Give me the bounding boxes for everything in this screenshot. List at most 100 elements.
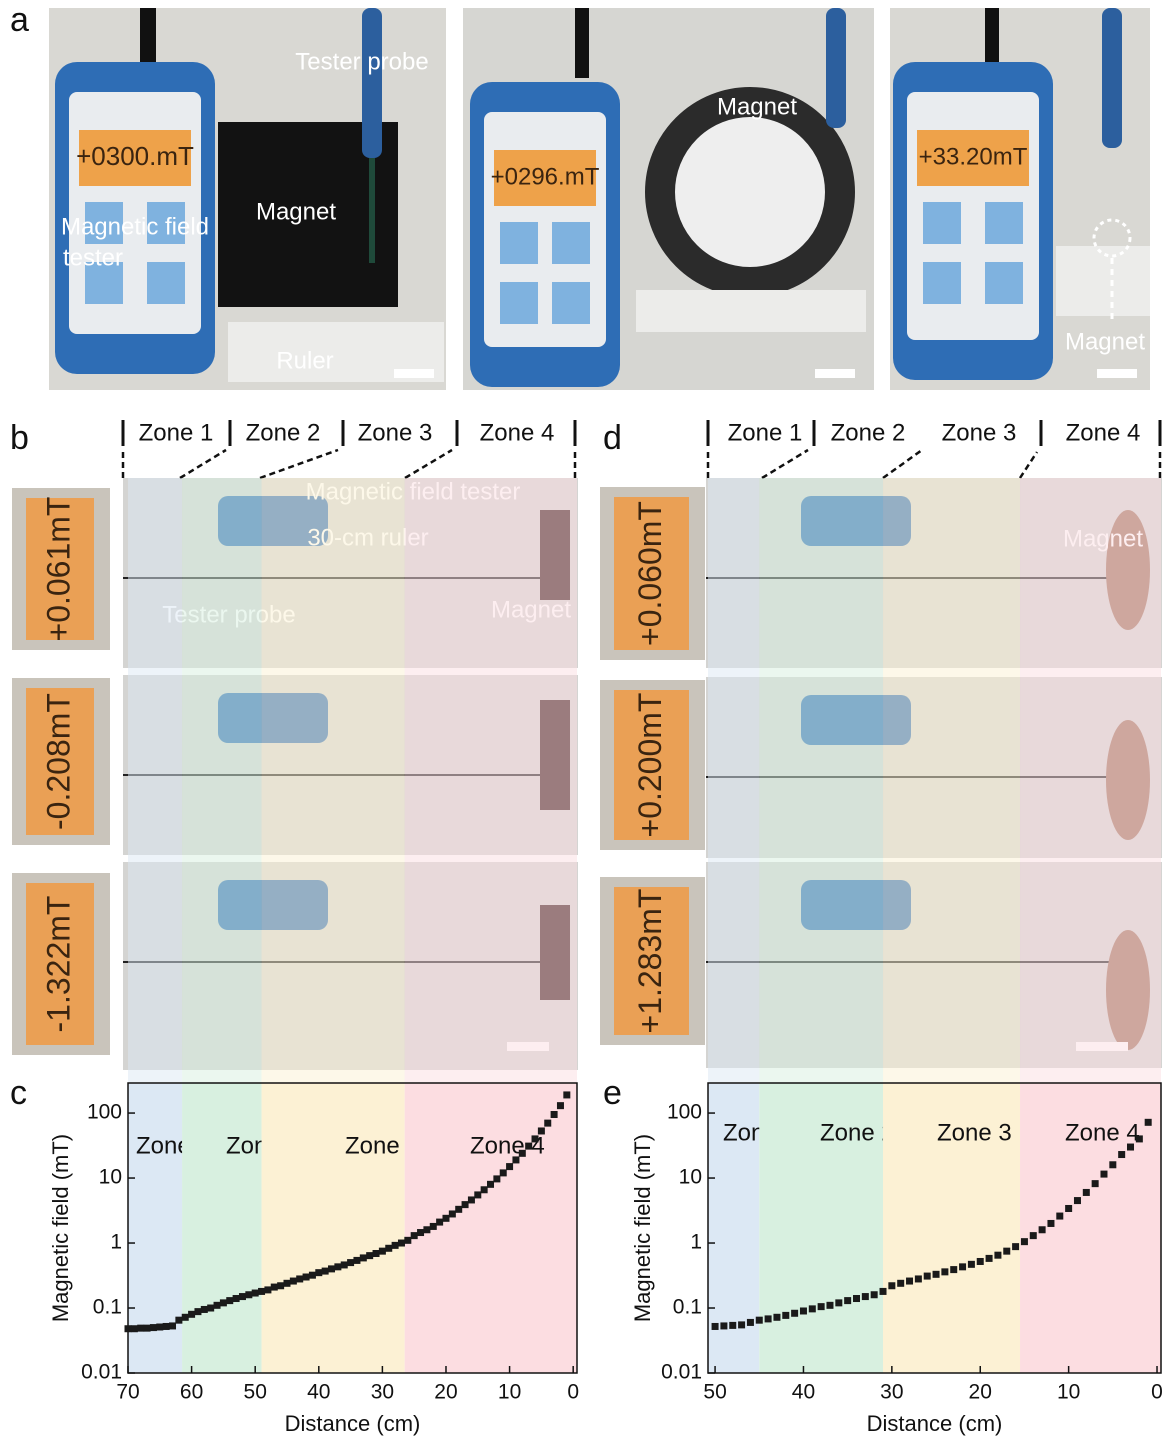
gauge-button (500, 222, 538, 264)
y-tick-label: 0.01 (661, 1361, 702, 1384)
gauge-reading: +0.060mT (632, 501, 668, 646)
data-point (906, 1278, 913, 1285)
zone-overlay (708, 478, 759, 1083)
data-point (915, 1275, 922, 1282)
y-tick-label: 100 (87, 1101, 122, 1124)
data-point (366, 1252, 373, 1259)
data-point (1083, 1189, 1090, 1196)
zone-header: Zone 2 (831, 419, 906, 446)
x-tick-label: 30 (371, 1381, 394, 1404)
gauge-reading: +0.061mT (40, 497, 76, 642)
zone-header: Zone 1 (139, 419, 214, 446)
data-point (1092, 1180, 1099, 1187)
data-point (862, 1293, 869, 1300)
data-point (525, 1143, 532, 1150)
scale-bar (1097, 369, 1137, 378)
data-point (163, 1323, 170, 1330)
data-point (880, 1288, 887, 1295)
zone-overlay (182, 478, 261, 1083)
gauge-button (923, 202, 961, 244)
data-point (385, 1245, 392, 1252)
zone-label: Zone 4 (1065, 1119, 1140, 1146)
data-point (1056, 1213, 1063, 1220)
data-point (214, 1302, 221, 1309)
data-point (1136, 1135, 1143, 1142)
cable (575, 8, 589, 78)
data-point (712, 1323, 719, 1330)
x-axis-label: Distance (cm) (285, 1411, 421, 1436)
zone-header: Zone 3 (358, 419, 433, 446)
y-tick-label: 10 (99, 1166, 122, 1189)
data-point (487, 1181, 494, 1188)
data-point (1030, 1232, 1037, 1239)
x-tick-label: 10 (1057, 1381, 1080, 1404)
data-point (207, 1305, 214, 1312)
y-tick-label: 1 (690, 1231, 702, 1254)
data-point (544, 1120, 551, 1127)
gauge-button (923, 262, 961, 304)
data-point (924, 1273, 931, 1280)
zone-overlay (405, 478, 577, 1083)
gauge-reading: +0.200mT (632, 693, 668, 838)
data-point (455, 1206, 462, 1213)
data-point (500, 1169, 507, 1176)
zone-arrow (405, 450, 452, 478)
x-tick-label: 70 (116, 1381, 139, 1404)
data-point (131, 1325, 138, 1332)
zone-header: Zone 4 (1066, 419, 1141, 446)
data-point (169, 1322, 176, 1329)
data-point (835, 1299, 842, 1306)
data-point (897, 1280, 904, 1287)
panel-letter: e (603, 1074, 622, 1112)
data-point (773, 1314, 780, 1321)
data-point (563, 1091, 570, 1098)
y-tick-label: 1 (110, 1231, 122, 1254)
zone-arrow (762, 450, 808, 478)
data-point (933, 1271, 940, 1278)
data-point (303, 1274, 310, 1281)
scale-bar (394, 369, 434, 378)
photo-label: Tester probe (295, 48, 428, 75)
x-tick-label: 10 (498, 1381, 521, 1404)
x-tick-label: 50 (244, 1381, 267, 1404)
photo-label: Magnet (256, 198, 336, 225)
data-point (1021, 1238, 1028, 1245)
scale-bar (815, 369, 855, 378)
data-point (252, 1290, 259, 1297)
photo-label: Magnet (717, 93, 797, 120)
data-point (1100, 1171, 1107, 1178)
probe (362, 8, 382, 158)
data-point (150, 1324, 157, 1331)
x-tick-label: 40 (792, 1381, 815, 1404)
gauge-reading: +1.283mT (632, 889, 668, 1034)
x-tick-label: 20 (434, 1381, 457, 1404)
zone-overlay (883, 478, 1020, 1083)
cable (985, 8, 999, 68)
gauge-button (552, 222, 590, 264)
data-point (506, 1163, 513, 1170)
photo-label: tester (63, 244, 123, 271)
zone-header: Zone 3 (942, 419, 1017, 446)
photo-label: Magnet (1065, 328, 1145, 355)
data-point (791, 1310, 798, 1317)
data-point (175, 1317, 182, 1324)
gauge-button (985, 262, 1023, 304)
data-point (182, 1314, 189, 1321)
data-point (290, 1278, 297, 1285)
x-tick-label: 50 (703, 1381, 726, 1404)
data-point (417, 1229, 424, 1236)
probe-tip (369, 158, 375, 263)
y-tick-label: 100 (667, 1101, 702, 1124)
cable (140, 8, 156, 68)
data-point (271, 1284, 278, 1291)
x-tick-label: 0 (1151, 1381, 1163, 1404)
data-point (853, 1295, 860, 1302)
data-point (239, 1293, 246, 1300)
data-point (512, 1156, 519, 1163)
data-point (959, 1263, 966, 1270)
gauge-reading: +0296.mT (491, 163, 600, 190)
data-point (309, 1272, 316, 1279)
data-point (977, 1258, 984, 1265)
data-point (729, 1322, 736, 1329)
data-point (449, 1210, 456, 1217)
